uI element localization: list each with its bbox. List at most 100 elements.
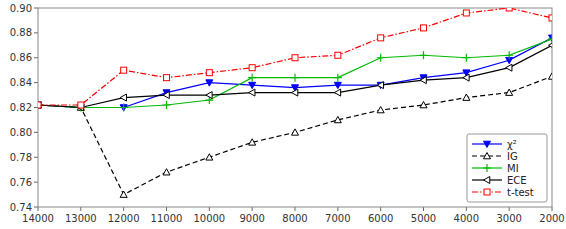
point-marker <box>249 89 255 96</box>
point-marker <box>506 8 512 11</box>
point-marker <box>164 75 170 81</box>
series <box>38 42 552 111</box>
point-marker <box>38 102 42 108</box>
y-tick-label: 0.84 <box>10 77 32 88</box>
legend-label: ECE <box>507 175 527 186</box>
y-tick-label: 0.74 <box>10 202 32 213</box>
point-marker <box>377 82 384 88</box>
point-marker <box>249 139 256 145</box>
x-tick-label: 9000 <box>239 213 264 224</box>
point-marker <box>249 82 256 88</box>
y-tick <box>34 182 38 183</box>
point-marker <box>38 102 41 108</box>
x-tick <box>166 207 167 211</box>
legend-marker <box>484 177 490 184</box>
point-marker <box>292 129 299 135</box>
series <box>38 8 552 108</box>
x-tick-label: 13000 <box>65 213 97 224</box>
series-line <box>38 8 552 105</box>
x-tick <box>209 207 210 211</box>
legend-box <box>467 134 547 202</box>
x-tick <box>80 207 81 211</box>
legend-label: IG <box>507 151 518 162</box>
point-marker <box>292 55 298 61</box>
y-tick <box>34 82 38 83</box>
point-marker <box>378 35 384 41</box>
x-tick-label: 14000 <box>22 213 54 224</box>
x-tick <box>38 207 39 211</box>
plot-frame <box>38 8 552 207</box>
y-tick-label: 0.88 <box>10 27 32 38</box>
x-tick-label: 4000 <box>454 213 479 224</box>
x-tick-label: 12000 <box>108 213 140 224</box>
point-marker <box>421 25 427 31</box>
point-marker <box>163 101 171 109</box>
x-tick-label: 10000 <box>193 213 225 224</box>
point-marker <box>506 89 513 95</box>
x-tick <box>423 207 424 211</box>
point-marker <box>462 54 470 62</box>
point-marker <box>420 77 426 84</box>
series <box>38 35 552 111</box>
point-marker <box>121 67 127 73</box>
y-tick-label: 0.78 <box>10 152 32 163</box>
y-tick <box>34 207 38 208</box>
point-marker <box>38 102 41 109</box>
x-tick <box>295 207 296 211</box>
point-marker <box>249 65 255 71</box>
legend: χ²IGMIECEt-test <box>467 134 547 202</box>
point-marker <box>420 51 428 59</box>
point-marker <box>335 52 341 58</box>
x-tick <box>252 207 253 211</box>
chart: 0.740.760.780.800.820.840.860.880.901400… <box>0 0 566 229</box>
point-marker <box>420 102 427 108</box>
point-marker <box>38 102 42 108</box>
point-marker <box>463 74 469 81</box>
point-marker <box>463 94 470 100</box>
point-marker <box>549 42 553 49</box>
series <box>38 35 552 111</box>
x-tick <box>509 207 510 211</box>
x-tick <box>123 207 124 211</box>
x-tick-label: 2000 <box>539 213 564 224</box>
point-marker <box>120 104 128 112</box>
y-tick-label: 0.86 <box>10 52 32 63</box>
point-marker <box>377 106 384 112</box>
legend-label: χ² <box>507 139 517 150</box>
x-tick-label: 3000 <box>496 213 521 224</box>
point-marker <box>248 74 256 82</box>
x-tick-label: 8000 <box>282 213 307 224</box>
point-marker <box>334 74 342 82</box>
x-tick <box>337 207 338 211</box>
legend-marker <box>484 153 491 159</box>
point-marker <box>163 169 170 175</box>
legend-label: MI <box>507 163 519 174</box>
y-tick <box>34 8 38 9</box>
x-tick-label: 5000 <box>411 213 436 224</box>
axes: 0.740.760.780.800.820.840.860.880.901400… <box>10 3 565 225</box>
x-tick-label: 6000 <box>368 213 393 224</box>
point-marker <box>506 64 512 71</box>
point-marker <box>549 15 552 21</box>
point-marker <box>38 101 42 109</box>
y-tick-label: 0.90 <box>10 3 32 14</box>
x-tick <box>466 207 467 211</box>
y-tick <box>34 107 38 108</box>
point-marker <box>334 116 341 122</box>
point-marker <box>549 73 553 79</box>
y-tick <box>34 132 38 133</box>
x-tick <box>380 207 381 211</box>
point-marker <box>206 80 213 86</box>
x-tick <box>552 207 553 211</box>
point-marker <box>463 10 469 16</box>
point-marker <box>78 102 84 108</box>
y-tick-label: 0.76 <box>10 177 32 188</box>
point-marker <box>206 70 212 76</box>
point-marker <box>377 82 383 89</box>
y-tick-label: 0.82 <box>10 102 32 113</box>
y-tick <box>34 57 38 58</box>
point-marker <box>120 191 127 197</box>
y-tick <box>34 157 38 158</box>
x-tick-label: 7000 <box>325 213 350 224</box>
point-marker <box>291 74 299 82</box>
